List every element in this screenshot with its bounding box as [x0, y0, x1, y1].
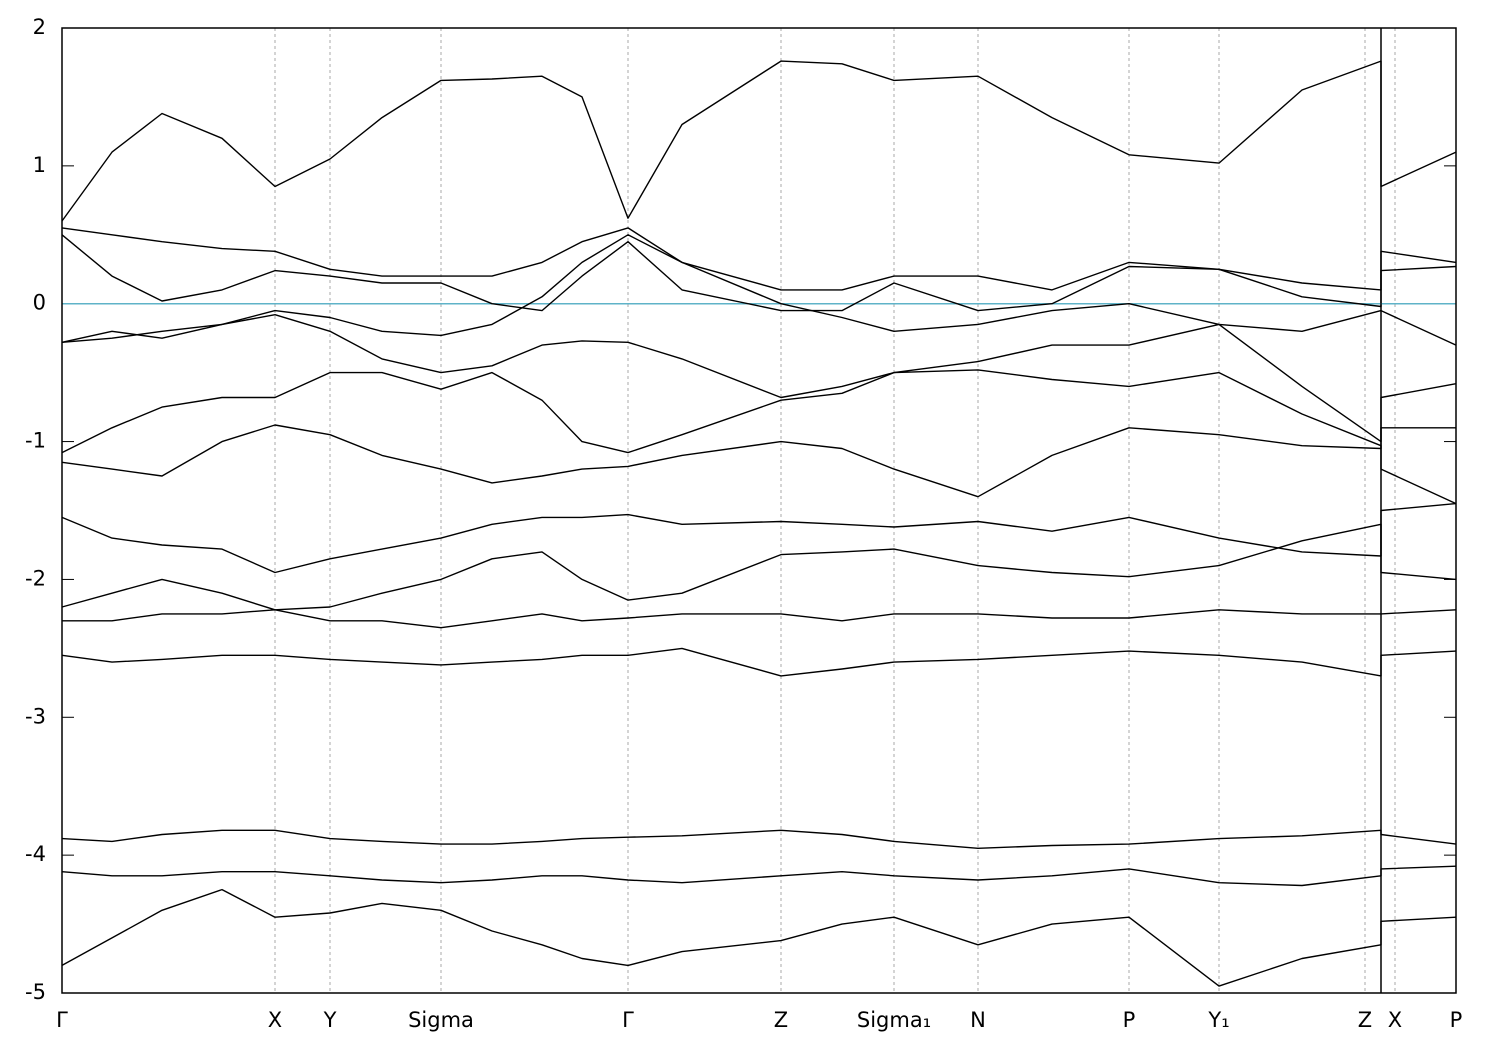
band-line — [61, 323, 1457, 454]
x-tick-label: Sigma₁ — [857, 1008, 931, 1032]
x-tick-label: Sigma — [408, 1008, 474, 1032]
y-tick-label: 1 — [33, 153, 46, 177]
band-line — [61, 234, 1457, 312]
band-line — [61, 502, 1457, 574]
band-line — [61, 314, 1457, 505]
x-tick-label: Γ — [56, 1008, 68, 1032]
band-line — [61, 865, 1457, 887]
y-tick-label: 0 — [33, 291, 46, 315]
x-tick-label: Y₁ — [1207, 1008, 1229, 1032]
y-tick-label: -4 — [25, 842, 46, 866]
x-tick-label: Γ — [622, 1008, 634, 1032]
x-tick-label: Z — [1358, 1008, 1372, 1032]
band-line — [61, 829, 1457, 849]
band-line — [61, 60, 1457, 222]
x-tick-label: X — [1388, 1008, 1402, 1032]
y-tick-label: -3 — [25, 704, 46, 728]
band-line — [62, 609, 1457, 629]
band-line — [61, 227, 1457, 291]
band-line — [61, 647, 1457, 677]
x-tick-label: Y — [323, 1008, 337, 1032]
band-line — [61, 888, 1457, 987]
band-line — [61, 234, 1457, 346]
y-tick-label: 2 — [33, 15, 46, 39]
x-tick-label: P — [1450, 1008, 1463, 1032]
y-tick-label: -5 — [25, 980, 46, 1004]
plot-frame — [61, 27, 1457, 994]
x-tick-label: Z — [774, 1008, 788, 1032]
x-tick-label: X — [268, 1008, 282, 1032]
y-tick-label: -2 — [25, 566, 46, 590]
band-line — [61, 523, 1457, 611]
band-line — [61, 424, 1456, 498]
x-tick-label: N — [970, 1008, 986, 1032]
x-tick-label: P — [1123, 1008, 1136, 1032]
y-tick-label: -1 — [25, 429, 46, 453]
